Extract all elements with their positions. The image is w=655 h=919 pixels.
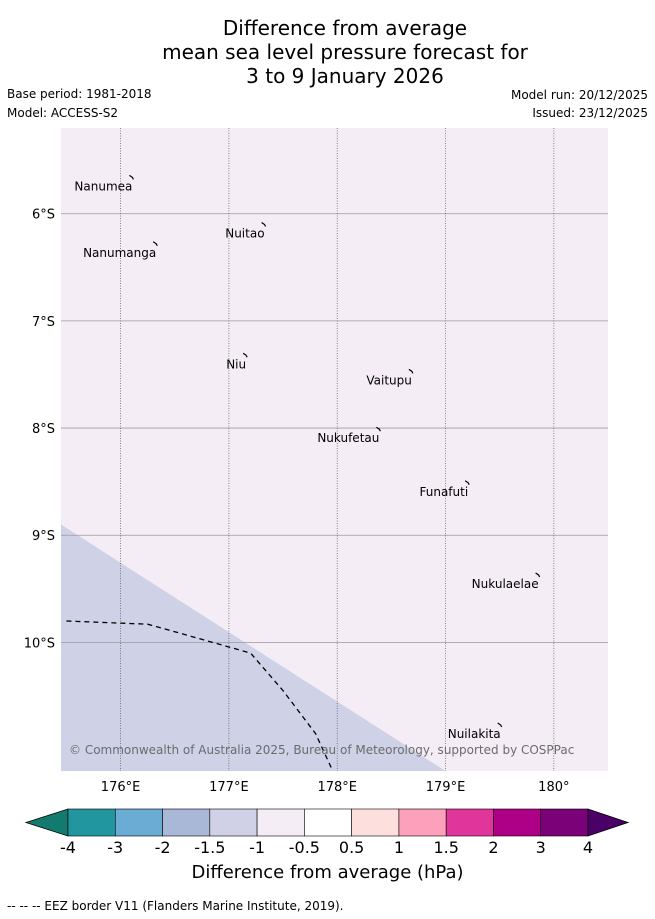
island-marker-8: [497, 722, 503, 728]
place-label-7: Nukulaelae: [472, 577, 539, 591]
colorbar-tick-0: -4: [60, 838, 76, 857]
place-label-6: Funafuti: [420, 485, 469, 499]
colorbar-bin-3: [209, 808, 258, 837]
colorbar-bin-6: [351, 808, 400, 837]
island-marker-0: [129, 174, 134, 180]
colorbar-bin-1: [114, 808, 163, 837]
place-label-4: Vaitupu: [366, 373, 412, 387]
colorbar-tick-9: 2: [488, 838, 498, 857]
place-label-5: Nukufetau: [317, 431, 379, 445]
lon-tick-label-2: 178°E: [317, 780, 357, 795]
colorbar-under-arrow: [24, 808, 69, 837]
lat-tick-label-4: 10°S: [24, 636, 55, 651]
colorbar-tick-1: -3: [107, 838, 123, 857]
issued-date: Issued: 23/12/2025: [532, 106, 648, 120]
lat-tick-label-2: 8°S: [32, 422, 55, 437]
colorbar-bin-0: [67, 808, 116, 837]
colorbar-bin-10: [540, 808, 589, 837]
copyright-notice: © Commonwealth of Australia 2025, Bureau…: [69, 743, 574, 757]
title-line-1: Difference from average: [222, 16, 468, 40]
lat-tick-label-1: 7°S: [32, 315, 55, 330]
model-name: Model: ACCESS-S2: [7, 106, 119, 120]
lon-tick-label-3: 179°E: [426, 780, 466, 795]
model-run: Model run: 20/12/2025: [510, 88, 648, 102]
island-marker-5: [376, 426, 381, 432]
eez-footnote: -- -- -- EEZ border V11 (Flanders Marine…: [7, 899, 344, 913]
map-figure: 6°S 7°S 8°S 9°S 10°S 176°E 177°E 178°E 179°E 180°…: [24, 128, 630, 857]
title-line-2: mean sea level pressure forecast for: [162, 40, 528, 64]
lon-tick-label-0: 176°E: [101, 780, 141, 795]
colorbar-bin-9: [493, 808, 542, 837]
colorbar-tick-7: 1: [394, 838, 404, 857]
place-label-3: Niu: [226, 357, 246, 371]
island-marker-1: [261, 222, 267, 227]
lon-tick-label-4: 180°: [538, 780, 569, 795]
colorbar-tick-2: -2: [155, 838, 171, 857]
colorbar-title: Difference from average (hPa): [191, 862, 464, 883]
pressure-anomaly-region: [61, 524, 446, 771]
colorbar-tick-4: -1: [249, 838, 265, 857]
place-label-1: Nuitao: [225, 227, 264, 241]
map-title: Difference from average mean sea level p…: [0, 16, 655, 88]
colorbar-bin-5: [304, 808, 352, 837]
place-label-0: Nanumea: [74, 179, 132, 193]
colorbar-tick-10: 3: [536, 838, 546, 857]
colorbar-bin-4: [256, 808, 305, 837]
colorbar-tick-8: 1.5: [433, 838, 458, 857]
colorbar-tick-11: 4: [583, 838, 593, 857]
base-period: Base period: 1981-2018: [7, 87, 152, 101]
island-marker-4: [408, 368, 414, 374]
place-label-2: Nanumanga: [83, 246, 156, 260]
island-marker-2: [152, 241, 158, 247]
lon-tick-label-1: 177°E: [209, 780, 249, 795]
title-line-3: 3 to 9 January 2026: [246, 64, 444, 88]
island-marker-6: [464, 480, 470, 486]
eez-border-line: [66, 620, 333, 770]
place-label-8: Nuilakita: [448, 727, 501, 741]
colorbar-tick-3: -1.5: [194, 838, 225, 857]
lat-tick-label-0: 6°S: [32, 208, 55, 223]
colorbar-bin-8: [445, 808, 494, 837]
colorbar-over-arrow: [587, 808, 630, 837]
lat-tick-label-3: 9°S: [32, 529, 55, 544]
island-marker-3: [242, 352, 248, 358]
colorbar-bin-7: [398, 808, 447, 837]
colorbar-tick-6: 0.5: [339, 838, 364, 857]
colorbar-tick-5: -0.5: [289, 838, 320, 857]
island-marker-7: [535, 572, 541, 578]
colorbar-bin-2: [162, 808, 211, 837]
